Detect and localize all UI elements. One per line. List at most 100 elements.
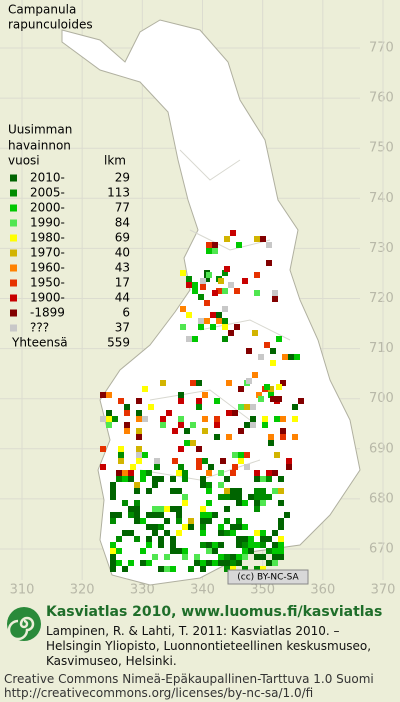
- observation-square: [134, 488, 140, 494]
- observation-square: [218, 524, 224, 530]
- observation-square: [266, 536, 272, 542]
- observation-square: [276, 336, 282, 342]
- observation-square: [224, 476, 230, 482]
- legend-label: -1899: [30, 306, 65, 320]
- observation-square: [268, 434, 274, 440]
- observation-square: [110, 518, 116, 524]
- observation-square: [212, 512, 218, 518]
- observation-square: [106, 410, 112, 416]
- observation-square: [230, 470, 236, 476]
- observation-square: [118, 452, 124, 458]
- observation-square: [116, 536, 122, 542]
- observation-square: [136, 416, 142, 422]
- observation-square: [100, 446, 106, 452]
- observation-square: [224, 506, 230, 512]
- observation-square: [182, 554, 188, 560]
- x-grid-label: 370: [371, 583, 396, 598]
- region-borders: [139, 149, 291, 481]
- observation-square: [110, 560, 116, 566]
- observation-square: [170, 488, 176, 494]
- y-grid-label: 680: [369, 491, 394, 506]
- observation-square: [272, 554, 278, 560]
- observation-square: [204, 318, 210, 324]
- observation-square: [212, 242, 218, 248]
- observation-square: [152, 530, 158, 536]
- observation-square: [236, 524, 242, 530]
- observation-square: [212, 290, 218, 296]
- legend-count-header: lkm: [104, 154, 126, 168]
- observation-square: [248, 548, 254, 554]
- observation-square: [204, 276, 210, 282]
- observation-square: [222, 288, 228, 294]
- observation-square: [262, 416, 268, 422]
- observation-square: [280, 416, 286, 422]
- observation-square: [206, 542, 212, 548]
- observation-square: [178, 398, 184, 404]
- observation-square: [206, 248, 212, 254]
- observation-square: [246, 348, 252, 354]
- observation-square: [272, 470, 278, 476]
- observation-square: [106, 416, 112, 422]
- observation-square: [136, 446, 142, 452]
- observation-square: [272, 488, 278, 494]
- observation-square: [176, 530, 182, 536]
- country-outline: [61, 19, 361, 586]
- observation-square: [266, 476, 272, 482]
- observation-square: [146, 536, 152, 542]
- legend-total-label: Yhteensä: [11, 336, 68, 350]
- observation-square: [230, 488, 236, 494]
- observation-square: [278, 524, 284, 530]
- observation-square: [278, 548, 284, 554]
- observation-square: [110, 488, 116, 494]
- observation-square: [270, 348, 276, 354]
- observation-square: [200, 566, 206, 572]
- observation-square: [198, 324, 204, 330]
- observation-square: [238, 386, 244, 392]
- observation-square: [260, 536, 266, 542]
- observation-square: [136, 452, 142, 458]
- legend-label: ???: [30, 321, 49, 335]
- observation-square: [152, 476, 158, 482]
- observation-square: [124, 428, 130, 434]
- observation-square: [248, 536, 254, 542]
- observation-square: [140, 518, 146, 524]
- legend-swatch: [10, 279, 17, 287]
- observation-square: [196, 380, 202, 386]
- observation-square: [268, 392, 274, 398]
- observation-square: [200, 530, 206, 536]
- legend-count: 113: [107, 186, 130, 200]
- observation-square: [134, 500, 140, 506]
- observation-square: [202, 428, 208, 434]
- observation-square: [238, 458, 244, 464]
- observation-square: [218, 554, 224, 560]
- observation-square: [254, 566, 260, 572]
- x-grid-label: 330: [130, 583, 155, 598]
- observation-square: [238, 428, 244, 434]
- observation-square: [140, 560, 146, 566]
- legend-count: 29: [115, 171, 130, 185]
- observation-square: [182, 500, 188, 506]
- observation-square: [152, 554, 158, 560]
- observation-square: [112, 416, 118, 422]
- observation-square: [196, 458, 202, 464]
- observation-square: [224, 236, 230, 242]
- legend-label: 1970-: [30, 246, 65, 260]
- footer-heading: Kasviatlas 2010, www.luomus.fi/kasviatla…: [46, 604, 383, 620]
- observation-square: [226, 380, 232, 386]
- observation-square: [206, 488, 212, 494]
- observation-square: [134, 536, 140, 542]
- observation-square: [202, 458, 208, 464]
- observation-square: [226, 434, 232, 440]
- observation-square: [236, 518, 242, 524]
- observation-square: [242, 542, 248, 548]
- observation-square: [196, 404, 202, 410]
- observation-square: [288, 354, 294, 360]
- observation-square: [118, 398, 124, 404]
- observation-square: [200, 512, 206, 518]
- observation-square: [254, 488, 260, 494]
- observation-square: [192, 336, 198, 342]
- observation-square: [188, 566, 194, 572]
- observation-square: [100, 416, 106, 422]
- observation-square: [136, 410, 142, 416]
